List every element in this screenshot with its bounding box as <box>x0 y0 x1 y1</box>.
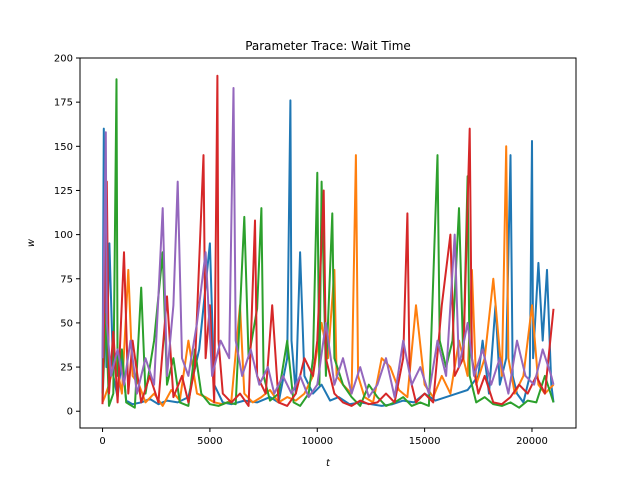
y-tick-label: 150 <box>54 142 73 153</box>
x-tick-label: 15000 <box>409 436 441 447</box>
series-line-1 <box>101 99 555 407</box>
y-tick-label: 125 <box>54 186 73 197</box>
series-line-4 <box>101 74 555 407</box>
x-axis: 0 5000 10000 15000 20000 <box>99 428 548 447</box>
y-tick-label: 0 <box>67 407 73 418</box>
plot-frame <box>79 57 577 429</box>
y-tick-label: 100 <box>54 230 73 241</box>
y-axis: 0 25 50 75 100 125 150 175 200 <box>54 54 80 418</box>
y-axis-label: w <box>26 238 37 247</box>
y-tick-label: 175 <box>54 98 73 109</box>
plot-series-group <box>101 74 555 409</box>
x-tick-label: 5000 <box>197 436 222 447</box>
y-tick-label: 50 <box>60 318 73 329</box>
x-tick-label: 20000 <box>516 436 548 447</box>
x-axis-label: t <box>326 458 331 469</box>
x-tick-label: 0 <box>99 436 105 447</box>
series-line-2 <box>101 145 555 407</box>
series-line-5 <box>101 87 555 399</box>
x-tick-label: 10000 <box>301 436 333 447</box>
y-tick-label: 25 <box>60 363 73 374</box>
y-tick-label: 200 <box>54 54 73 65</box>
y-tick-label: 75 <box>60 274 73 285</box>
chart-title: Parameter Trace: Wait Time <box>245 39 411 53</box>
